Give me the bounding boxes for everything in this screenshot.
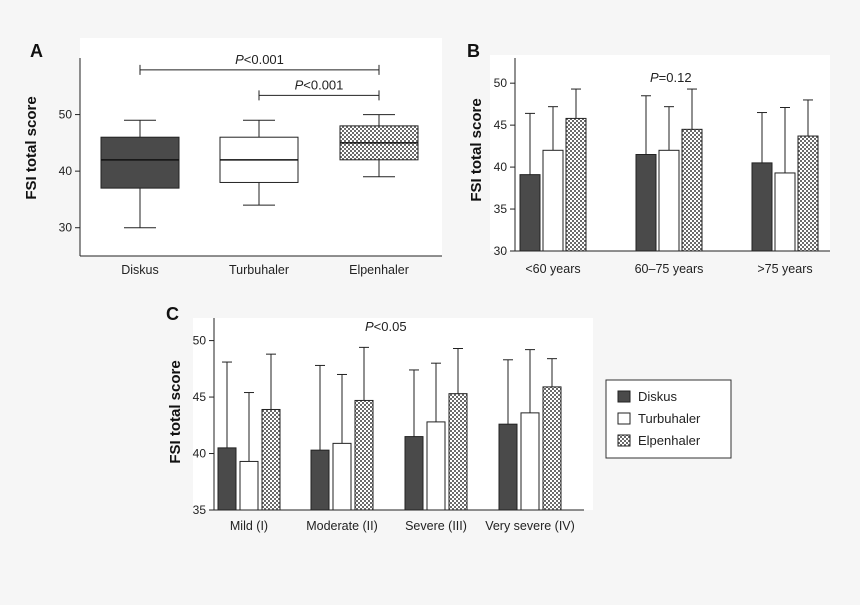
y-tick-label-b-45: 45 xyxy=(494,118,508,132)
bar-c-diskus-mild-i xyxy=(217,447,237,511)
y-ticks-c: 35 40 45 50 xyxy=(193,334,214,517)
panel-b: B FSI total score P=0.12 30 35 40 45 50 <60 … xyxy=(467,41,830,276)
y-tick-label-a-40: 40 xyxy=(59,164,73,178)
legend-label-diskus: Diskus xyxy=(638,389,678,404)
y-tick-label-a-30: 30 xyxy=(59,221,73,235)
bar-b-elpenhaler-60-75-years xyxy=(681,128,703,252)
y-axis-label-b: FSI total score xyxy=(468,98,485,201)
legend-label-elpenhaler: Elpenhaler xyxy=(638,433,701,448)
x-tick-label-c-mild-i: Mild (I) xyxy=(230,519,268,533)
y-tick-label-c-45: 45 xyxy=(193,390,207,404)
p-value-annotation-c: P<0.05 xyxy=(365,319,407,334)
y-axis-label-c: FSI total score xyxy=(167,360,184,463)
significance-p-symbol-1: P xyxy=(295,77,304,92)
bar-b-turbuhaler-60-75-years xyxy=(658,149,680,252)
legend-swatch-elpenhaler xyxy=(617,434,631,447)
legend-swatch-diskus xyxy=(617,390,631,403)
significance-label-1: P<0.001 xyxy=(295,77,344,92)
p-text-b: =0.12 xyxy=(659,70,692,85)
x-tick-labels-b: <60 years 60–75 years >75 years xyxy=(525,262,812,276)
box-diskus xyxy=(100,136,180,189)
significance-label-0: P<0.001 xyxy=(235,52,284,67)
bar-c-elpenhaler-severe-iii xyxy=(448,393,468,511)
x-tick-label-b-75-years: >75 years xyxy=(757,262,812,276)
bar-b-turbuhaler-75-years xyxy=(774,172,796,252)
x-tick-label-b-60-years: <60 years xyxy=(525,262,580,276)
bar-b-diskus-75-years xyxy=(751,162,773,252)
x-tick-label-c-very-severe-iv: Very severe (IV) xyxy=(485,519,575,533)
bar-b-diskus-60-75-years xyxy=(635,154,657,252)
significance-p-text-0: <0.001 xyxy=(244,52,284,67)
x-tick-label-a-elpenhaler: Elpenhaler xyxy=(349,263,409,277)
x-tick-label-a-diskus: Diskus xyxy=(121,263,159,277)
y-tick-label-b-35: 35 xyxy=(494,202,508,216)
panel-letter-b: B xyxy=(467,41,480,61)
bar-c-turbuhaler-very-severe-iv xyxy=(520,412,540,511)
bars-b xyxy=(519,88,819,252)
bars-c xyxy=(217,346,562,511)
bar-c-diskus-severe-iii xyxy=(404,436,424,511)
y-tick-label-c-40: 40 xyxy=(193,447,207,461)
bar-c-turbuhaler-mild-i xyxy=(239,460,259,511)
bar-c-turbuhaler-severe-iii xyxy=(426,421,446,511)
p-symbol-c: P xyxy=(365,319,374,334)
bar-c-elpenhaler-very-severe-iv xyxy=(542,386,562,511)
legend-label-turbuhaler: Turbuhaler xyxy=(638,411,701,426)
panel-c: C FSI total score P<0.05 35 40 45 50 Mild (… xyxy=(166,304,593,533)
x-tick-label-a-turbuhaler: Turbuhaler xyxy=(229,263,289,277)
bar-c-diskus-moderate-ii xyxy=(310,449,330,511)
bar-c-turbuhaler-moderate-ii xyxy=(332,442,352,511)
significance-p-symbol-0: P xyxy=(235,52,244,67)
x-tick-label-b-60-75-years: 60–75 years xyxy=(635,262,704,276)
x-tick-labels-c: Mild (I) Moderate (II) Severe (III) Very se… xyxy=(230,519,575,533)
y-tick-label-a-50: 50 xyxy=(59,108,73,122)
panel-letter-c: C xyxy=(166,304,179,324)
y-tick-label-c-50: 50 xyxy=(193,334,207,348)
x-tick-label-c-moderate-ii: Moderate (II) xyxy=(306,519,378,533)
legend: Diskus Turbuhaler Elpenhaler xyxy=(605,379,732,459)
bar-b-elpenhaler-60-years xyxy=(565,117,587,252)
p-text-c: <0.05 xyxy=(374,319,407,334)
p-value-annotation-b: P=0.12 xyxy=(650,70,692,85)
bar-b-elpenhaler-75-years xyxy=(797,135,819,252)
bar-c-elpenhaler-mild-i xyxy=(261,408,281,511)
p-symbol-b: P xyxy=(650,70,659,85)
bar-b-turbuhaler-60-years xyxy=(542,149,564,252)
bar-c-elpenhaler-moderate-ii xyxy=(354,399,374,511)
x-tick-label-c-severe-iii: Severe (III) xyxy=(405,519,467,533)
x-tick-labels-a: Diskus Turbuhaler Elpenhaler xyxy=(121,263,409,277)
y-axis-label-a: FSI total score xyxy=(23,96,40,199)
y-tick-label-b-50: 50 xyxy=(494,76,508,90)
significance-p-text-1: <0.001 xyxy=(303,77,343,92)
y-ticks-a: 30 40 50 xyxy=(59,108,80,235)
y-tick-label-b-40: 40 xyxy=(494,160,508,174)
y-tick-label-c-35: 35 xyxy=(193,503,207,517)
bar-b-diskus-60-years xyxy=(519,174,541,252)
bar-c-diskus-very-severe-iv xyxy=(498,423,518,511)
y-ticks-b: 30 35 40 45 50 xyxy=(494,76,515,258)
y-tick-label-b-30: 30 xyxy=(494,244,508,258)
legend-swatch-turbuhaler xyxy=(617,412,631,425)
panel-letter-a: A xyxy=(30,41,43,61)
